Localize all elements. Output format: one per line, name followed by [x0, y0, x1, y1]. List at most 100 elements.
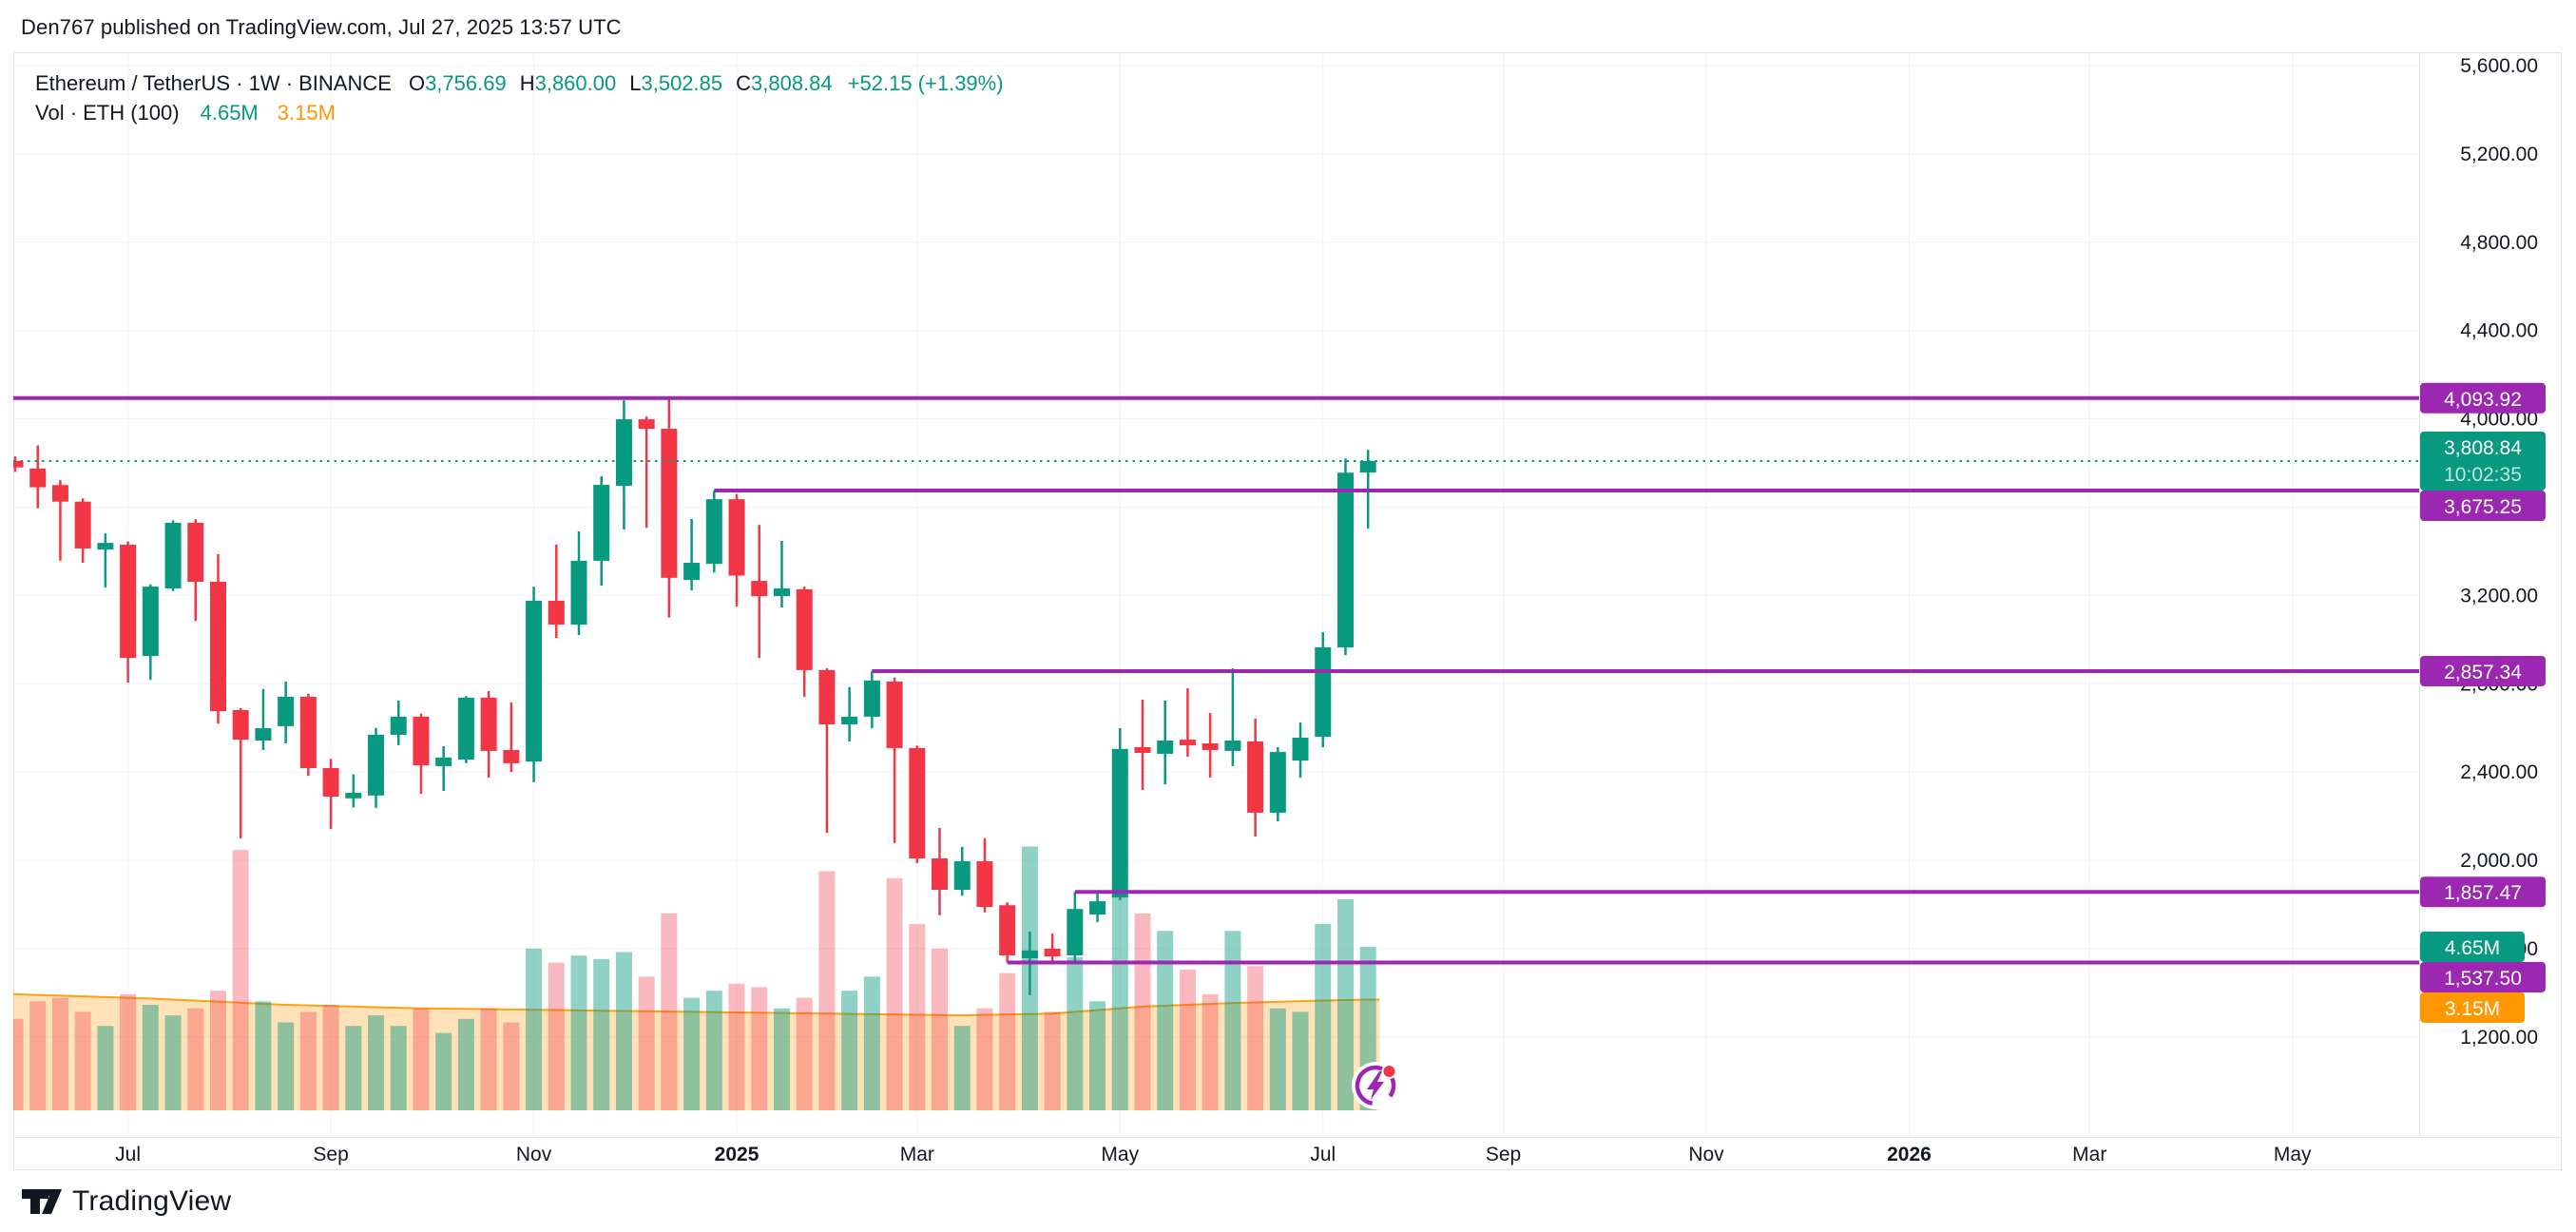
legend-volume-row: Vol · ETH (100) 4.65M 3.15M: [35, 98, 1004, 127]
candle-body: [435, 757, 452, 766]
volume-bar: [232, 850, 249, 1110]
time-tick-label: Sep: [1486, 1144, 1521, 1165]
candle-body: [299, 697, 317, 769]
volume-bar: [1179, 970, 1196, 1110]
candle-body: [480, 697, 497, 751]
volume-value-badge: [2420, 931, 2525, 962]
candle-body: [570, 560, 587, 626]
volume-bar: [29, 1001, 47, 1110]
time-tick-label: May: [1101, 1144, 1139, 1165]
volume-bar: [255, 1001, 272, 1110]
volume-ma-area: [13, 992, 1380, 1110]
alert-dot: [1381, 1064, 1397, 1079]
candle-body: [142, 587, 159, 657]
volume-current-value: 4.65M: [200, 101, 259, 125]
price-tick-label: 5,200.00: [2460, 144, 2538, 165]
candle-body: [683, 563, 701, 581]
candle-body: [413, 716, 430, 766]
volume-bar: [841, 991, 858, 1110]
lightning-idea-icon[interactable]: [1352, 1062, 1399, 1109]
price-axis-badges: 4,093.92 3,808.84 10:02:35 3,675.25 2,857.34…: [2420, 382, 2546, 1023]
volume-bar: [548, 962, 565, 1110]
candle-body: [1179, 740, 1196, 746]
volume-bar: [368, 1015, 385, 1110]
volume-bar: [480, 1008, 497, 1110]
candle-body: [932, 858, 949, 890]
volume-bar: [164, 1015, 182, 1110]
candle-body: [232, 709, 249, 741]
candle-body: [773, 587, 790, 597]
current-price-badge: [2420, 431, 2546, 491]
volume-ma-badge: [2420, 991, 2525, 1023]
candle-body: [615, 419, 632, 486]
candle-body: [841, 716, 858, 725]
candle-body: [29, 468, 47, 488]
volume-bar: [435, 1032, 452, 1110]
ohlc-low: L3,502.85: [629, 71, 723, 95]
price-line-badge-text: 2,857.34: [2444, 662, 2522, 683]
ohlc-close: C3,808.84: [736, 71, 833, 95]
volume-bar: [773, 1008, 790, 1110]
volume-bar: [278, 1022, 295, 1110]
symbol-title: Ethereum / TetherUS · 1W · BINANCE: [35, 71, 392, 95]
volume-bar: [615, 952, 632, 1110]
candle-body: [1021, 950, 1038, 958]
candle-body: [526, 600, 543, 762]
volume-bar: [683, 997, 701, 1110]
time-tick-label: 2025: [715, 1144, 759, 1165]
tradingview-logo[interactable]: TradingView: [21, 1183, 231, 1221]
candle-body: [13, 460, 24, 468]
candle-body: [999, 905, 1016, 955]
volume-bar: [457, 1018, 474, 1110]
price-level-lines[interactable]: [13, 395, 2419, 965]
volume-bar: [390, 1026, 407, 1110]
volume-bar: [142, 1005, 159, 1110]
volume-bar: [976, 1008, 993, 1110]
time-tick-label: 2026: [1887, 1144, 1932, 1165]
candle-body: [1111, 748, 1128, 898]
time-tick-label: Jul: [1310, 1144, 1336, 1165]
volume-bar: [638, 976, 655, 1110]
price-tick-label: 2,400.00: [2460, 761, 2538, 783]
price-tick-label: 3,200.00: [2460, 585, 2538, 606]
candle-body: [953, 861, 971, 890]
candle-body: [457, 697, 474, 760]
grid-lines: [13, 52, 2419, 1137]
price-line-badge-text: 1,857.47: [2444, 882, 2522, 904]
candle-body: [345, 793, 362, 799]
price-line-badge-text: 4,093.92: [2444, 389, 2522, 411]
volume-bar: [661, 913, 678, 1110]
volume-bar: [1089, 1001, 1106, 1110]
ohlc-open: O3,756.69: [408, 71, 507, 95]
candle-body: [322, 768, 339, 797]
price-tick-label: 2,000.00: [2460, 850, 2538, 872]
time-axis[interactable]: Jul Sep Nov 2025 Mar May Jul Sep Nov 2026 Mar May: [115, 1144, 2312, 1165]
volume-ma-badge-text: 3.15M: [2445, 998, 2500, 1020]
candle-body: [863, 680, 880, 717]
price-line-badge: [2420, 876, 2546, 908]
volume-bar: [74, 1011, 91, 1110]
candle-body: [886, 681, 903, 748]
candle-body: [818, 669, 836, 725]
candle-body: [909, 747, 926, 859]
volume-bar: [526, 948, 543, 1110]
candle-body: [1067, 909, 1084, 955]
volume-bar: [1067, 957, 1084, 1110]
volume-bar: [932, 948, 949, 1110]
time-tick-label: Mar: [900, 1144, 934, 1165]
change-value: +52.15 (+1.39%): [847, 71, 1004, 95]
candle-body: [661, 429, 678, 578]
tradingview-logo-text: TradingView: [72, 1185, 232, 1217]
volume-bar: [999, 972, 1016, 1110]
price-line-badge: [2420, 961, 2546, 992]
volume-bar: [299, 1011, 317, 1110]
volume-bar: [593, 958, 610, 1110]
volume-bar: [1134, 913, 1151, 1110]
volume-bar: [503, 1022, 520, 1110]
publish-header: Den767 published on TradingView.com, Jul…: [21, 15, 622, 39]
candle-body: [1315, 646, 1332, 738]
current-price-badge-text: 10:02:35: [2444, 464, 2522, 486]
price-tick-label: 1,200.00: [2460, 1027, 2538, 1049]
